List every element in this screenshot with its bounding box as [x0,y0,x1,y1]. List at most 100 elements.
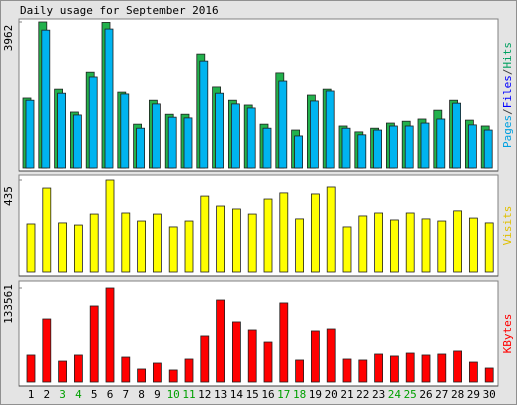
bar [89,305,99,383]
bar [436,118,446,169]
bar [42,187,52,273]
bar [467,124,477,169]
axis-label-part: / [501,108,514,115]
bar [231,321,241,383]
bar [168,226,178,273]
bar [310,330,320,383]
bar [279,192,289,273]
bar [230,103,240,169]
bar [374,353,384,383]
axis-label: Visits [501,206,514,246]
axis-label-part: KBytes [501,314,514,354]
bar [484,222,494,273]
bar [58,222,67,273]
bar [357,134,367,169]
x-tick-label: 27 [435,388,448,401]
panel [18,174,499,277]
bar [88,76,98,169]
bar [374,212,384,273]
chart-title: Daily usage for September 2016 [20,4,219,17]
bar [358,215,368,273]
bar [247,329,257,383]
bar [152,362,162,383]
bar [121,212,131,273]
x-tick-label: 13 [214,388,227,401]
bar [405,212,415,273]
bar [41,29,51,169]
bar [484,367,494,383]
bar [263,341,273,383]
bar [452,102,462,169]
bar [295,359,305,383]
axis-label: KBytes [501,314,514,354]
bar [247,213,257,273]
bar [26,223,36,273]
bar [278,80,288,169]
bar [262,127,272,169]
bar [199,60,209,169]
x-tick-label: 14 [230,388,244,401]
x-tick-label: 20 [325,388,338,401]
bar [342,226,352,273]
bar [74,354,83,383]
x-tick-label: 8 [138,388,145,401]
bar [404,125,414,169]
x-tick-label: 3 [59,388,66,401]
x-tick-label: 18 [293,388,306,401]
bar [453,350,463,383]
x-tick-label: 5 [91,388,98,401]
bar [26,354,36,383]
bar [342,358,352,383]
bar [231,208,241,273]
x-tick-label: 28 [451,388,464,401]
x-tick-label: 17 [277,388,290,401]
x-tick-label: 21 [340,388,353,401]
x-tick-label: 6 [107,388,114,401]
bar [105,287,115,383]
x-tick-label: 25 [404,388,417,401]
bar [200,195,210,273]
bar [421,354,431,383]
x-tick-label: 29 [467,388,480,401]
bar [105,179,115,273]
bar [263,198,273,273]
bar [216,205,226,273]
bar [137,220,147,273]
x-tick-label: 10 [167,388,180,401]
x-tick-label: 12 [198,388,211,401]
bar [151,103,161,169]
axis-label-part: Files [501,75,514,108]
bar [326,186,336,273]
bar [279,302,289,383]
bar [310,193,320,273]
bar [309,100,319,169]
x-tick-label: 1 [28,388,35,401]
x-tick-label: 22 [356,388,369,401]
bar [294,135,304,169]
bar [89,213,99,273]
bar [421,218,431,273]
axis-label-part: Visits [501,206,514,246]
x-tick-label: 26 [419,388,432,401]
y-tick-label: 435 [2,186,15,206]
bar [183,117,193,169]
bar [468,217,478,273]
bar [325,90,335,169]
x-tick-label: 24 [388,388,402,401]
x-tick-label: 15 [246,388,259,401]
x-tick-label: 19 [309,388,322,401]
x-tick-label: 4 [75,388,82,401]
bar [152,213,162,273]
bar [373,129,383,169]
x-tick-label: 16 [261,388,274,401]
axis-label: Pages/Files/Hits [501,42,514,148]
bar [184,358,194,383]
bar [420,122,430,169]
x-tick-label: 7 [122,388,129,401]
bar [389,219,399,273]
bar [167,116,177,169]
axis-label-part: Pages [501,115,514,148]
bar [74,224,83,273]
